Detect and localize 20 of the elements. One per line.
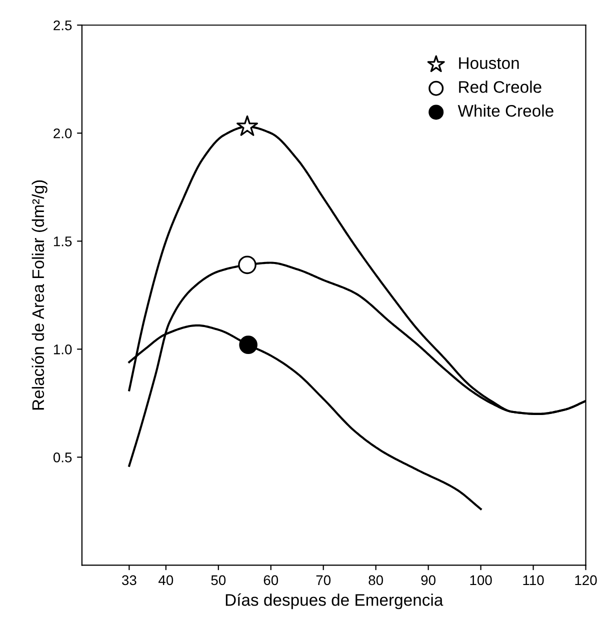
x-tick-label: 90 bbox=[421, 575, 436, 586]
y-tick-label: 1.0 bbox=[54, 344, 72, 354]
y-tick-label: 1.5 bbox=[54, 236, 72, 246]
x-axis-title: Días despues de Emergencia bbox=[226, 593, 444, 610]
y-tick-label: 2.0 bbox=[54, 128, 72, 138]
legend-label: Houston bbox=[459, 57, 519, 70]
x-tick-label: 50 bbox=[211, 575, 226, 586]
x-tick-label: 33 bbox=[122, 575, 136, 586]
legend-label: White Creole bbox=[458, 104, 554, 117]
x-tick-label: 70 bbox=[316, 575, 331, 586]
y-tick-label: 2.5 bbox=[54, 20, 72, 30]
x-tick-label: 40 bbox=[158, 575, 174, 586]
legend-label: Red Creole bbox=[459, 80, 542, 93]
y-axis-title: Relación de Area Foliar (dm²/g) bbox=[32, 180, 48, 410]
x-tick-label: 60 bbox=[264, 575, 278, 586]
x-tick-label: 110 bbox=[523, 575, 544, 586]
y-tick-label: 0.5 bbox=[53, 452, 72, 462]
x-tick-label: 100 bbox=[470, 575, 492, 586]
x-tick-label: 80 bbox=[368, 575, 384, 586]
x-tick-label: 120 bbox=[575, 575, 597, 586]
